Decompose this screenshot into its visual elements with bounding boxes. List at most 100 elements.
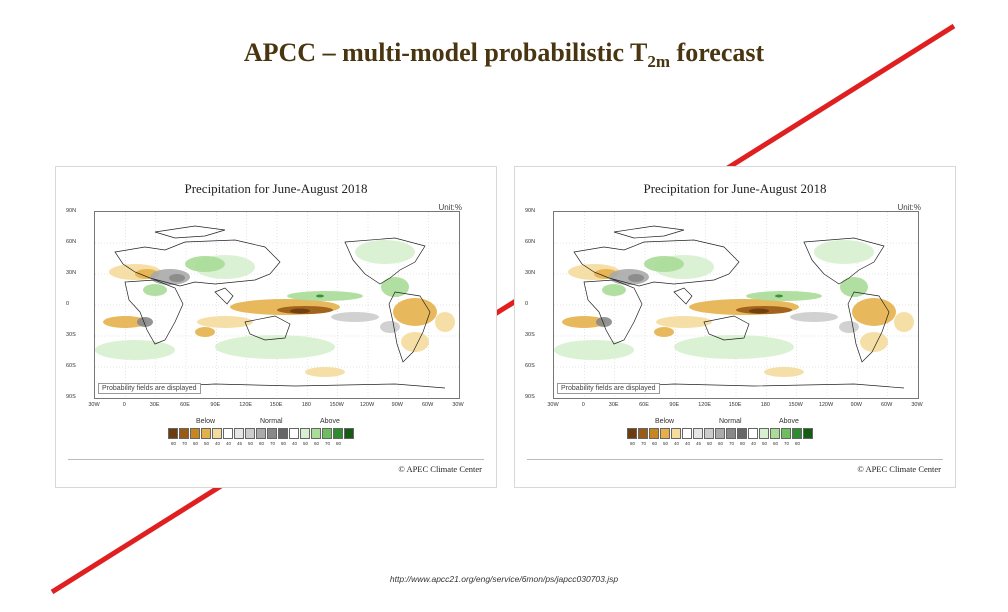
footer-divider [68, 459, 484, 460]
lon-label: 120W [818, 402, 834, 408]
legend-value: 50 [662, 441, 668, 446]
legend-swatch [168, 428, 178, 439]
map-title: Precipitation for June-August 2018 [184, 181, 368, 196]
legend-value: 70 [324, 441, 330, 446]
lat-label: 60S [525, 363, 535, 369]
legend-value: 50 [247, 441, 253, 446]
legend-value: 80 [739, 441, 745, 446]
legend-swatch [201, 428, 211, 439]
legend-value: 40 [684, 441, 690, 446]
legend-value: 80 [794, 441, 800, 446]
legend-swatch [693, 428, 703, 439]
legend-swatch [311, 428, 321, 439]
lon-label: 120E [239, 402, 253, 408]
legend-swatch [234, 428, 244, 439]
lat-label: 60N [525, 239, 536, 245]
legend-value: 70 [181, 441, 187, 446]
lon-label: 60E [639, 402, 649, 408]
legend-value: 60 [717, 441, 723, 446]
unit-label: Unit:% [438, 203, 462, 212]
legend-swatch [704, 428, 714, 439]
credit-text: © APEC Climate Center [398, 464, 482, 474]
legend-swatch [278, 428, 288, 439]
legend-value: 40 [673, 441, 679, 446]
legend-value: 70 [269, 441, 275, 446]
lat-label: 90N [525, 208, 536, 214]
lon-label: 120W [359, 402, 375, 408]
legend-color-bar [168, 428, 355, 439]
legend-swatch [792, 428, 802, 439]
lat-label: 60S [66, 363, 76, 369]
unit-label: Unit:% [897, 203, 921, 212]
lon-label: 150W [788, 402, 803, 408]
legend-value: 50 [761, 441, 767, 446]
legend-swatch [638, 428, 648, 439]
lat-label: 30S [525, 332, 535, 338]
legend-value: 40 [225, 441, 231, 446]
legend-swatch [682, 428, 692, 439]
legend-value: 60 [258, 441, 264, 446]
slide-title: APCC – multi-model probabilistic T2m for… [0, 38, 1008, 72]
legend-value: 80 [335, 441, 341, 446]
lon-label: 150E [728, 402, 742, 408]
lon-label: 30E [149, 402, 160, 408]
legend-swatch [256, 428, 266, 439]
source-url[interactable]: http://www.apcc21.org/eng/service/6mon/p… [389, 574, 619, 584]
legend-swatch [190, 428, 200, 439]
legend-swatch [344, 428, 354, 439]
world-map [94, 211, 460, 399]
legend-swatch [627, 428, 637, 439]
lon-label: 60W [881, 402, 893, 408]
lon-label: 30W [547, 402, 559, 408]
legend-value: 80 [629, 441, 635, 446]
legend-normal-label: Normal [719, 418, 742, 425]
legend-value: 40 [750, 441, 756, 446]
legend-below-label: Below [655, 418, 675, 425]
lon-label: 0 [122, 402, 126, 408]
lat-label: 30N [525, 270, 536, 276]
forecast-map-panel-left: Precipitation for June-August 2018 Unit:… [55, 166, 497, 488]
title-subscript: 2m [647, 52, 671, 72]
legend-value: 60 [772, 441, 778, 446]
lon-label: 90E [210, 402, 221, 408]
legend-swatch [759, 428, 769, 439]
probability-legend: Below Normal Above 80 70 60 50 40 40 45 50 60 70 8… [627, 418, 847, 446]
forecast-map-panel-right: Precipitation for June-August 2018 Unit:… [514, 166, 956, 488]
legend-value: 60 [651, 441, 657, 446]
lon-label: 90W [391, 402, 403, 408]
legend-swatch [660, 428, 670, 439]
footer-divider [527, 459, 943, 460]
lon-label: 60E [180, 402, 190, 408]
legend-swatch [726, 428, 736, 439]
legend-swatch [737, 428, 747, 439]
lat-label: 90S [525, 394, 535, 400]
legend-swatch [715, 428, 725, 439]
lon-label: 30W [452, 402, 464, 408]
probability-legend: Below Normal Above 80 70 60 50 40 40 45 50 60 70 8… [168, 418, 388, 446]
legend-values: 80 70 60 50 40 40 45 50 60 70 80 40 50 60 70 80 [168, 441, 344, 446]
legend-above-label: Above [320, 418, 340, 425]
lat-label: 90N [66, 208, 77, 214]
legend-below-label: Below [196, 418, 216, 425]
map-title: Precipitation for June-August 2018 [643, 181, 827, 196]
legend-value: 80 [280, 441, 286, 446]
legend-swatch [671, 428, 681, 439]
legend-swatch [212, 428, 222, 439]
legend-value: 45 [236, 441, 242, 446]
legend-value: 60 [192, 441, 198, 446]
legend-value: 70 [640, 441, 646, 446]
lon-label: 150E [269, 402, 283, 408]
legend-value: 50 [203, 441, 209, 446]
lon-label: 180 [301, 402, 311, 408]
legend-swatch [333, 428, 343, 439]
legend-swatch [179, 428, 189, 439]
lat-label: 30S [66, 332, 76, 338]
legend-value: 50 [302, 441, 308, 446]
legend-normal-label: Normal [260, 418, 283, 425]
world-map [553, 211, 919, 399]
legend-swatch [223, 428, 233, 439]
legend-swatch [803, 428, 813, 439]
lon-label: 90E [669, 402, 680, 408]
legend-swatch [322, 428, 332, 439]
